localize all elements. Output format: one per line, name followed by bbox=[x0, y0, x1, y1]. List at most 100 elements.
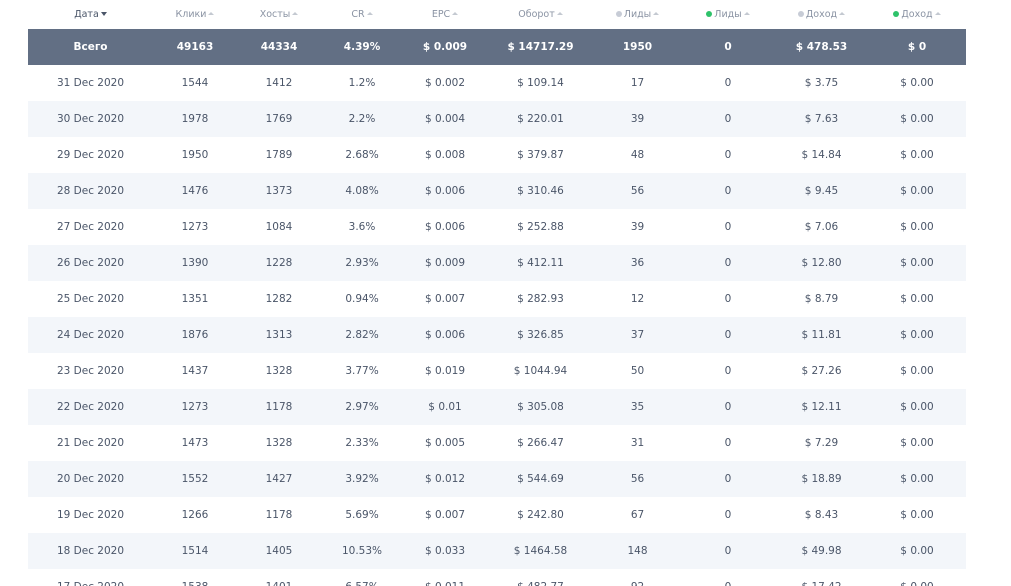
cell-leads_all: 148 bbox=[594, 533, 681, 569]
cell-income_all: $ 7.06 bbox=[775, 209, 868, 245]
table-row: 27 Dec 2020 1273 1084 3.6% $ 0.006 $ 252.88 39… bbox=[28, 209, 966, 245]
cell-turnover: $ 305.08 bbox=[487, 389, 594, 425]
cell-cr: 2.68% bbox=[321, 137, 403, 173]
column-header-turnover[interactable]: Оборот bbox=[487, 0, 594, 29]
cell-leads_approved: 0 bbox=[681, 29, 775, 65]
cell-clicks: 1273 bbox=[153, 389, 237, 425]
cell-leads_all: 56 bbox=[594, 461, 681, 497]
column-header-leads_approved[interactable]: Лиды bbox=[681, 0, 775, 29]
cell-epc: $ 0.007 bbox=[403, 497, 487, 533]
sort-asc-icon bbox=[556, 12, 563, 15]
cell-clicks: 1437 bbox=[153, 353, 237, 389]
cell-epc: $ 0.007 bbox=[403, 281, 487, 317]
cell-date: 20 Dec 2020 bbox=[28, 461, 153, 497]
table-row: 29 Dec 2020 1950 1789 2.68% $ 0.008 $ 379.87 4… bbox=[28, 137, 966, 173]
cell-turnover: $ 242.80 bbox=[487, 497, 594, 533]
cell-cr: 2.97% bbox=[321, 389, 403, 425]
cell-leads_all: 48 bbox=[594, 137, 681, 173]
column-header-clicks[interactable]: Клики bbox=[153, 0, 237, 29]
cell-turnover: $ 266.47 bbox=[487, 425, 594, 461]
cell-date: 25 Dec 2020 bbox=[28, 281, 153, 317]
total-row: Всего 49163 44334 4.39% $ 0.009 $ 14717.29 195… bbox=[28, 29, 966, 65]
cell-income_all: $ 12.11 bbox=[775, 389, 868, 425]
sort-asc-icon bbox=[934, 12, 941, 15]
cell-hosts: 1282 bbox=[237, 281, 321, 317]
column-header-income_approved[interactable]: Доход bbox=[868, 0, 966, 29]
cell-income_all: $ 8.79 bbox=[775, 281, 868, 317]
table-row: 17 Dec 2020153814016.57%$ 0.011$ 482.779… bbox=[28, 569, 966, 586]
cell-cr: 6.57% bbox=[321, 569, 403, 586]
table-row: 18 Dec 2020 1514 1405 10.53% $ 0.033 $ 1464.5… bbox=[28, 533, 966, 569]
cell-leads_all: 36 bbox=[594, 245, 681, 281]
cell-epc: $ 0.002 bbox=[403, 65, 487, 101]
cell-hosts: 1328 bbox=[237, 425, 321, 461]
cell-turnover: $ 544.69 bbox=[487, 461, 594, 497]
column-header-income_all[interactable]: Доход bbox=[775, 0, 868, 29]
cell-income_approved: $ 0.00 bbox=[868, 137, 966, 173]
cell-income_approved: $ 0.00 bbox=[868, 173, 966, 209]
column-header-cr[interactable]: CR bbox=[321, 0, 403, 29]
column-header-hosts[interactable]: Хосты bbox=[237, 0, 321, 29]
sort-desc-icon bbox=[100, 12, 107, 16]
cell-turnover: $ 282.93 bbox=[487, 281, 594, 317]
cell-leads_all: 39 bbox=[594, 101, 681, 137]
cell-turnover: $ 109.14 bbox=[487, 65, 594, 101]
cell-epc: $ 0.008 bbox=[403, 137, 487, 173]
cell-date: 29 Dec 2020 bbox=[28, 137, 153, 173]
cell-date: 24 Dec 2020 bbox=[28, 317, 153, 353]
table-row: 24 Dec 2020 1876 1313 2.82% $ 0.006 $ 326.85 3… bbox=[28, 317, 966, 353]
sort-asc-icon bbox=[292, 12, 299, 15]
cell-clicks: 1390 bbox=[153, 245, 237, 281]
column-header-date[interactable]: Дата bbox=[28, 0, 153, 29]
cell-cr: 3.77% bbox=[321, 353, 403, 389]
cell-date: 30 Dec 2020 bbox=[28, 101, 153, 137]
cell-leads_approved: 0 bbox=[681, 281, 775, 317]
cell-hosts: 1328 bbox=[237, 353, 321, 389]
cell-clicks: 1351 bbox=[153, 281, 237, 317]
cell-cr: 3.92% bbox=[321, 461, 403, 497]
cell-turnover: $ 412.11 bbox=[487, 245, 594, 281]
cell-hosts: 1373 bbox=[237, 173, 321, 209]
cell-cr: 2.33% bbox=[321, 425, 403, 461]
cell-date: 18 Dec 2020 bbox=[28, 533, 153, 569]
cell-cr: 4.08% bbox=[321, 173, 403, 209]
cell-cr: 0.94% bbox=[321, 281, 403, 317]
cell-hosts: 44334 bbox=[237, 29, 321, 65]
cell-turnover: $ 220.01 bbox=[487, 101, 594, 137]
column-header-label: CR bbox=[351, 9, 365, 20]
cell-leads_approved: 0 bbox=[681, 497, 775, 533]
cell-date: 22 Dec 2020 bbox=[28, 389, 153, 425]
table-row: 28 Dec 2020 1476 1373 4.08% $ 0.006 $ 310.46 5… bbox=[28, 173, 966, 209]
cell-clicks: 1876 bbox=[153, 317, 237, 353]
cell-leads_approved: 0 bbox=[681, 101, 775, 137]
column-header-label: Доход bbox=[901, 9, 933, 20]
cell-clicks: 1950 bbox=[153, 137, 237, 173]
table-row: 31 Dec 2020 1544 1412 1.2% $ 0.002 $ 109.14 17… bbox=[28, 65, 966, 101]
cell-income_all: $ 12.80 bbox=[775, 245, 868, 281]
cell-income_approved: $ 0.00 bbox=[868, 245, 966, 281]
cell-leads_all: 1950 bbox=[594, 29, 681, 65]
cell-cr: 4.39% bbox=[321, 29, 403, 65]
cell-income_all: $ 7.29 bbox=[775, 425, 868, 461]
cell-date: 23 Dec 2020 bbox=[28, 353, 153, 389]
table-row: 22 Dec 2020 1273 1178 2.97% $ 0.01 $ 305.08 35… bbox=[28, 389, 966, 425]
cell-turnover: $ 1044.94 bbox=[487, 353, 594, 389]
table-body: Всего 49163 44334 4.39% $ 0.009 $ 14717.29 195… bbox=[28, 29, 966, 586]
cell-hosts: 1178 bbox=[237, 389, 321, 425]
gray-status-dot-icon bbox=[797, 11, 804, 17]
cell-clicks: 49163 bbox=[153, 29, 237, 65]
table-row: 23 Dec 2020 1437 1328 3.77% $ 0.019 $ 1044.94… bbox=[28, 353, 966, 389]
column-header-label: Доход bbox=[805, 9, 838, 20]
cell-clicks: 1544 bbox=[153, 65, 237, 101]
column-header-leads_all[interactable]: Лиды bbox=[594, 0, 681, 29]
cell-leads_all: 92 bbox=[594, 569, 681, 586]
cell-epc: $ 0.006 bbox=[403, 317, 487, 353]
cell-date: 17 Dec 2020 bbox=[28, 569, 153, 586]
cell-clicks: 1473 bbox=[153, 425, 237, 461]
column-header-label: Лиды bbox=[714, 9, 742, 20]
table-row: 30 Dec 2020 1978 1769 2.2% $ 0.004 $ 220.01 39… bbox=[28, 101, 966, 137]
column-header-epc[interactable]: EPC bbox=[403, 0, 487, 29]
cell-hosts: 1178 bbox=[237, 497, 321, 533]
cell-leads_approved: 0 bbox=[681, 569, 775, 586]
cell-epc: $ 0.019 bbox=[403, 353, 487, 389]
